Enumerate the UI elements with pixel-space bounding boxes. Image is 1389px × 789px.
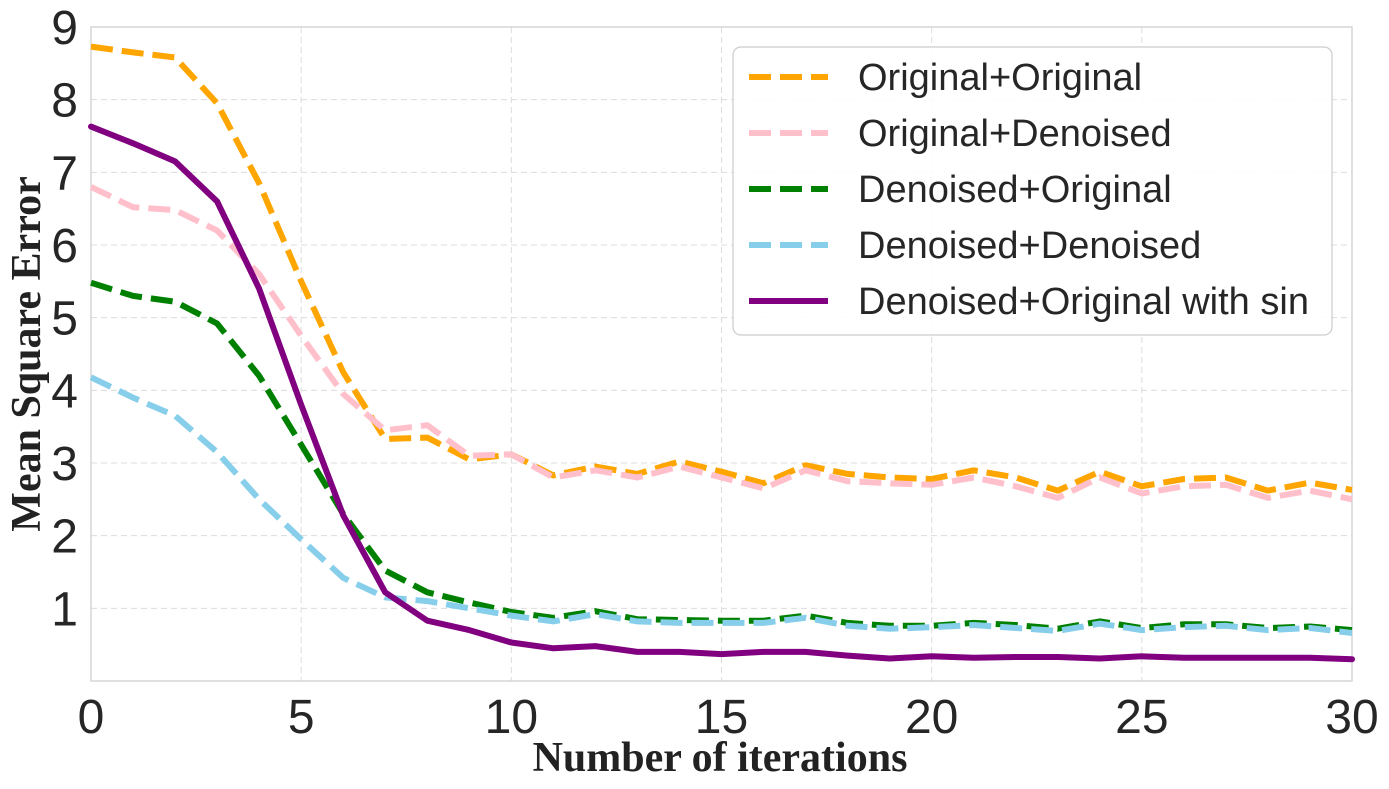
y-axis-title: Mean Square Error [4,176,50,531]
x-tick-label: 30 [1325,691,1378,744]
legend-box [732,46,1333,336]
x-tick-label: 10 [485,691,538,744]
x-tick-label: 15 [695,691,748,744]
y-tick-label: 9 [51,2,78,55]
legend-label: Denoised+Denoised [858,225,1201,267]
legend: Original+Original Original+Denoised Denois… [732,46,1333,336]
y-tick-label: 4 [51,365,78,418]
legend-label: Denoised+Original with sin [858,281,1309,323]
series-line-denoised-denoised [89,374,1353,636]
legend-label: Denoised+Original [858,169,1172,211]
legend-label: Original+Denoised [858,113,1172,155]
series-lines [88,43,1355,663]
series-line-original-denoised [89,184,1353,503]
y-tick-label: 6 [51,220,78,273]
x-tick-label: 20 [905,691,958,744]
x-axis-title: Number of iterations [533,735,908,781]
series-line-denoised-original-with-sin [88,123,1355,663]
tick-labels: 0 5 10 15 20 25 30 1 2 3 4 5 6 7 8 9 [51,2,1378,744]
y-tick-label: 1 [51,583,78,636]
y-tick-label: 3 [51,438,78,491]
y-tick-label: 5 [51,293,78,346]
plot-frame [90,26,1353,682]
x-tick-label: 5 [288,691,315,744]
x-tick-label: 25 [1115,691,1168,744]
legend-label: Original+Original [858,57,1142,99]
y-tick-label: 8 [51,75,78,128]
series-line-denoised-original [90,279,1353,634]
y-tick-label: 7 [51,147,78,200]
x-tick-label: 0 [78,691,105,744]
y-tick-label: 2 [51,511,78,564]
series-line-original-original [90,43,1353,494]
